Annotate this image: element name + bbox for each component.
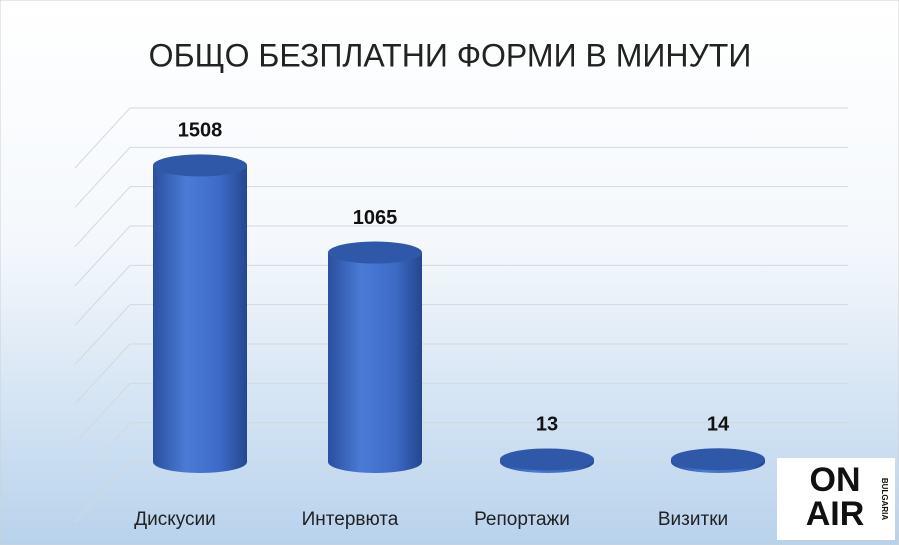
data-label: 14: [707, 414, 730, 436]
bar-top: [671, 448, 765, 471]
grid-line-side: [74, 225, 131, 287]
data-label: 1065: [353, 207, 398, 229]
bar-body: [328, 252, 422, 473]
logo: ON AIR BULGARIA: [777, 458, 895, 540]
bar: [328, 241, 422, 473]
bar: [500, 448, 594, 473]
grid-line-side: [74, 382, 131, 444]
grid-line-side: [74, 422, 131, 484]
grid-line-side: [74, 264, 131, 326]
logo-text: ON: [810, 461, 861, 499]
grid-line-side: [74, 146, 131, 208]
grid-line-side: [74, 186, 131, 248]
logo-box: [777, 458, 895, 540]
grid-line-side: [74, 461, 131, 523]
logo-text: AIR: [806, 495, 865, 533]
grid-line-side: [74, 343, 131, 405]
bar-body: [153, 165, 247, 473]
bar-top: [500, 448, 594, 471]
data-label: 13: [536, 414, 558, 436]
grid-line-side: [74, 304, 131, 366]
logo-side: BULGARIA: [880, 478, 889, 520]
x-tick-label: Репортажи: [474, 509, 570, 530]
bar: [153, 154, 247, 473]
x-tick-label: Визитки: [658, 509, 728, 530]
chart-title: ОБЩО БЕЗПЛАТНИ ФОРМИ В МИНУТИ: [149, 37, 752, 73]
bar-top: [153, 154, 247, 177]
data-label: 1508: [178, 120, 223, 142]
x-tick-label: Интервюта: [302, 509, 399, 530]
bar: [671, 448, 765, 473]
x-tick-label: Дискусии: [134, 509, 216, 530]
bar-top: [328, 241, 422, 264]
grid-line-side: [74, 107, 131, 169]
